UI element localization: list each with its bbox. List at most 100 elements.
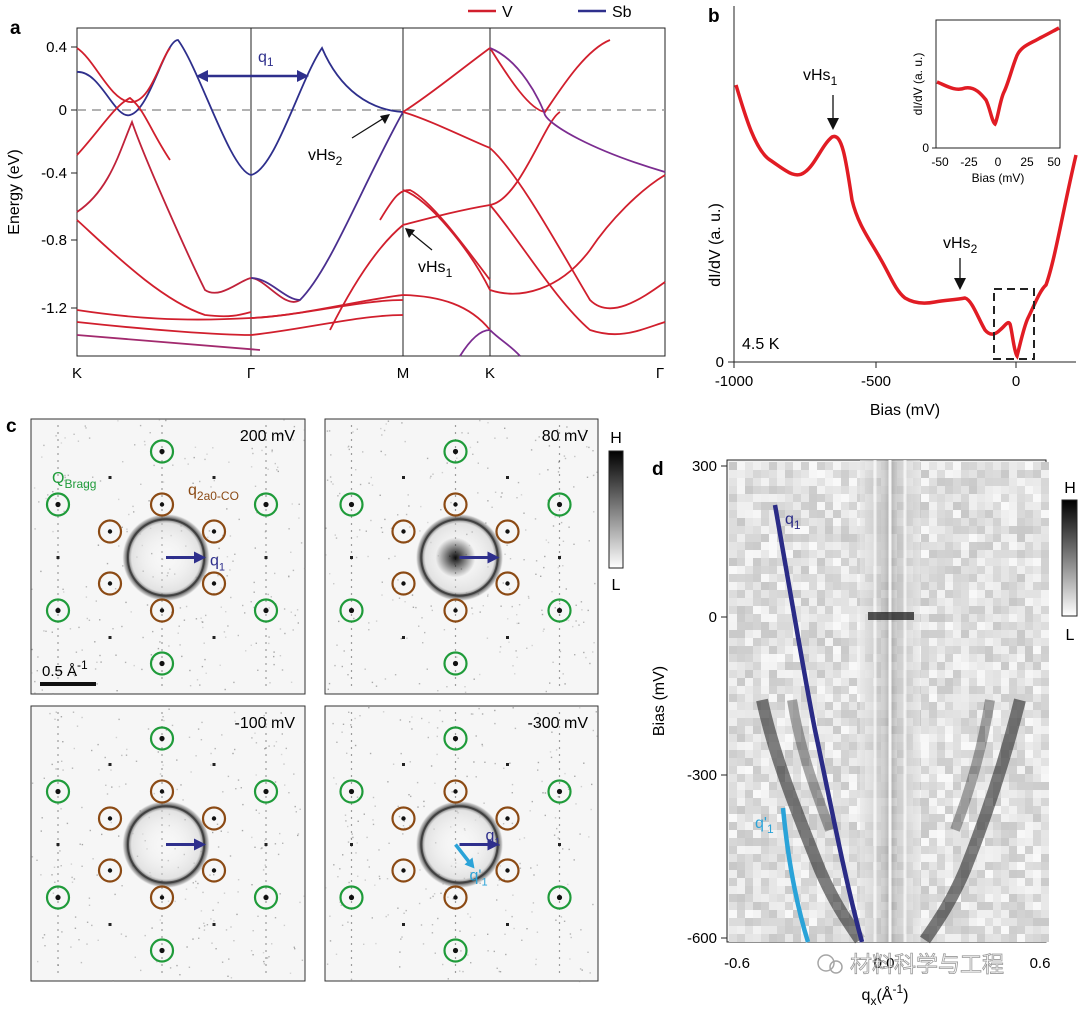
fft-panel-4: -300 mV q1 q'1: [324, 705, 599, 983]
watermark-text: 材料科学与工程: [850, 952, 1004, 977]
bragg-peak-marker: [443, 439, 468, 464]
bragg-peak-marker: [547, 492, 572, 517]
panel-d-ylabel: Bias (mV): [651, 666, 668, 736]
cdw-peak-marker: [443, 779, 468, 804]
panel-b-xtick-0: 0: [1012, 373, 1020, 390]
v-band-kg-3: [76, 119, 301, 303]
cdw-peak-marker: [149, 598, 175, 623]
cdw-label: q2a0-CO: [188, 482, 239, 503]
cdw-peak-marker: [201, 806, 227, 831]
panel-a: a V Sb 0.4 0 -0.4 -0.8 -1.2 Energy (eV) …: [6, 4, 666, 382]
vsb-band-kg: [489, 47, 666, 173]
cdw-peak-marker: [97, 806, 123, 831]
dIdV-spectrum: [734, 84, 1078, 360]
panel-b-inset: 0 -50 -25 0 25 50 Bias (mV) dI/dV (a. u.…: [911, 19, 1061, 185]
panel-b-vhs1: vHs1: [803, 67, 838, 88]
cdw-peak-marker: [201, 571, 227, 596]
vhs1-arrow: [409, 231, 433, 251]
cdw-peak-marker: [201, 519, 227, 544]
watermark: 材料科学与工程: [817, 952, 1004, 977]
panel-c-colorbar: [608, 450, 624, 569]
v-band-kg-4: [76, 219, 252, 318]
bragg-peak-marker: [339, 492, 364, 517]
fft-bias-label: -100 mV: [235, 715, 296, 732]
panel-b-xtick-m500: -500: [861, 373, 891, 390]
cdw-peak-marker: [495, 519, 520, 544]
scalebar: [40, 682, 96, 686]
v-band-low-1: [76, 299, 404, 321]
q1p-fit-curve: [780, 807, 811, 943]
band-structure: [76, 39, 666, 357]
panel-b-xtick-m1000: -1000: [715, 373, 753, 390]
fft-panel-2: 80 mV: [324, 418, 599, 695]
bragg-peak-marker: [339, 779, 364, 804]
panel-d-xtick-mid: 0.0: [874, 955, 895, 972]
sb-band-upper: [76, 39, 404, 176]
bragg-peak-marker: [547, 598, 572, 623]
ytick-m1p2: -1.2: [41, 300, 67, 317]
fft-q1-label: q1: [210, 553, 225, 574]
v-band-low-2: [76, 314, 404, 336]
cdw-peak-marker: [97, 571, 123, 596]
bragg-peak-marker: [443, 651, 468, 676]
bragg-peak-marker: [45, 598, 71, 623]
legend-v-label: V: [502, 4, 513, 21]
panel-b-temperature: 4.5 K: [742, 336, 780, 353]
fft-bias-label: 80 mV: [542, 428, 589, 445]
panel-a-ylabel: Energy (eV): [6, 149, 23, 234]
sb-band-gm: [250, 111, 404, 301]
panel-b-vhs2: vHs2: [943, 235, 978, 256]
panel-a-vhs2: vHs2: [308, 147, 343, 168]
panel-a-yticks: 0.4 0 -0.4 -0.8 -1.2: [41, 39, 77, 317]
panel-b: b 0 -1000 -500 0 Bias (mV) dI/dV (a. u.)…: [707, 6, 1078, 419]
inset-spectrum: [936, 26, 1060, 127]
kpoint-gamma2: Γ: [656, 365, 664, 382]
panel-d-ytick-300: 300: [692, 458, 717, 475]
panel-b-vhs1-arrow: [827, 118, 839, 130]
panel-b-ytick-0: 0: [716, 354, 724, 371]
panel-c-colorbar-low: L: [612, 577, 621, 594]
fft-panel-3: -100 mV: [30, 705, 306, 982]
panel-b-ylabel: dI/dV (a. u.): [707, 203, 724, 287]
inset-xtick-0: 0: [995, 155, 1002, 169]
bragg-peak-marker: [339, 885, 364, 910]
panel-d-q1p: q'1: [755, 815, 774, 836]
fft-bias-label: 200 mV: [240, 428, 295, 445]
panel-d-xlabel: qx(Å-1): [862, 982, 909, 1008]
bragg-peak-marker: [253, 492, 279, 517]
kpoint-gamma1: Γ: [247, 365, 255, 382]
qpi-dispersion-right: [920, 698, 1026, 944]
panel-d-colorbar-high: H: [1064, 480, 1076, 497]
cdw-peak-marker: [495, 806, 520, 831]
panel-a-vhs1: vHs1: [418, 259, 453, 280]
panel-c-colorbar-high: H: [610, 430, 622, 447]
bragg-peak-marker: [149, 938, 175, 963]
q1-arrow-right-head: [297, 70, 309, 82]
scalebar-label: 0.5 Å-1: [42, 658, 88, 680]
cdw-peak-marker: [443, 885, 468, 910]
panel-a-q1: q1: [258, 49, 274, 69]
cdw-peak-marker: [149, 779, 175, 804]
kpoint-k2: K: [485, 365, 495, 382]
bragg-peak-marker: [149, 651, 175, 676]
cdw-peak-marker: [391, 519, 416, 544]
panel-d-colorbar: [1061, 499, 1078, 617]
bragg-peak-marker: [149, 726, 175, 751]
cdw-peak-marker: [391, 806, 416, 831]
bragg-peak-marker: [443, 726, 468, 751]
bragg-peak-marker: [547, 779, 572, 804]
panel-b-vhs2-arrow: [954, 278, 966, 290]
q1p-arrow: [454, 843, 471, 864]
panel-d-ytick-0: 0: [709, 609, 717, 626]
fft-bias-label: -300 mV: [528, 715, 589, 732]
fft-q1p-label: q'1: [470, 868, 488, 889]
zoom-box: [993, 288, 1035, 360]
q1-arrow-left-head: [196, 70, 208, 82]
bragg-peak-marker: [339, 598, 364, 623]
cdw-peak-marker: [495, 858, 520, 883]
ytick-m0p4: -0.4: [41, 165, 67, 182]
panel-d-xtick-right: 0.6: [1030, 955, 1051, 972]
bragg-peak-marker: [253, 885, 279, 910]
v-band-mk-1: [402, 111, 666, 310]
